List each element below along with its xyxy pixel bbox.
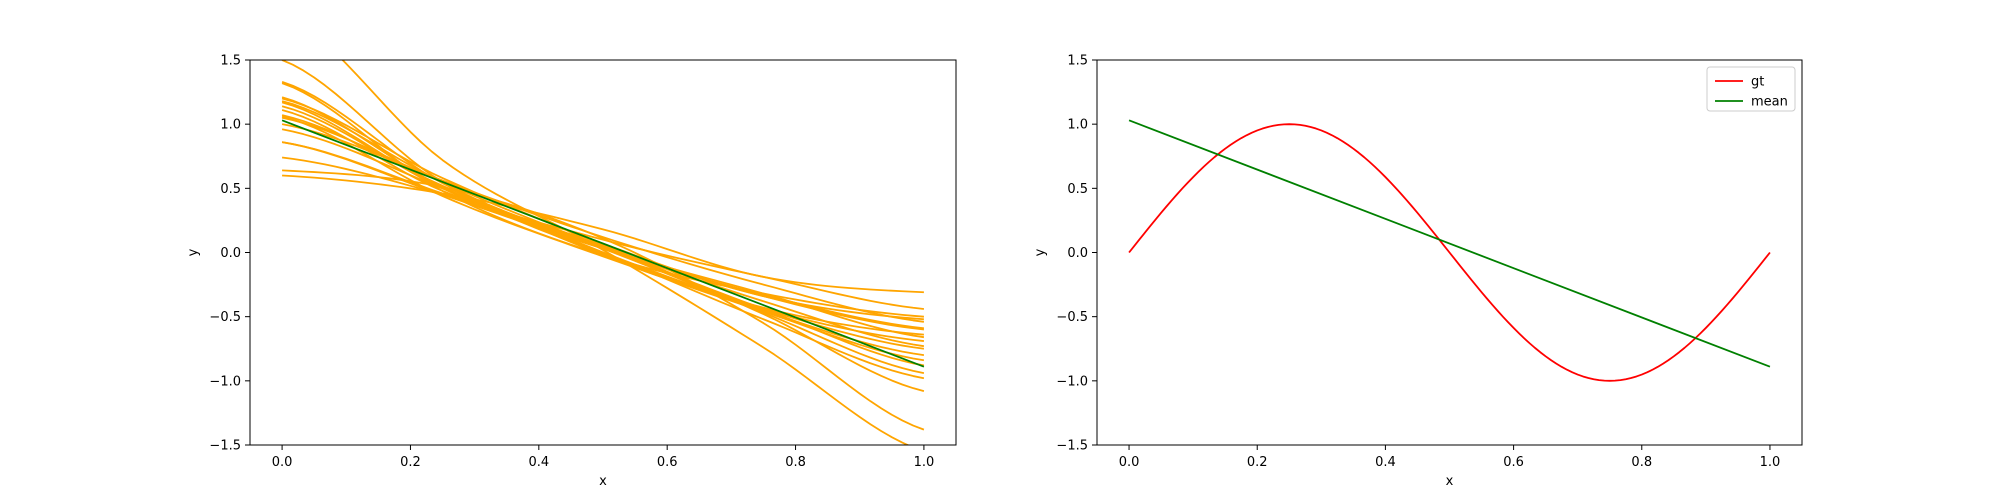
- left-x-axis-label: x: [599, 474, 607, 489]
- right-y-tick-label: 1.5: [1067, 54, 1088, 69]
- left-y-tick-label: −0.5: [209, 310, 241, 325]
- left-series-line-9: [281, 141, 925, 375]
- left-y-tick-label: 0.0: [220, 246, 241, 261]
- right-y-axis-label: y: [1033, 248, 1048, 256]
- left-x-tick-label: 0.6: [657, 455, 678, 470]
- right-x-tick-label: 1.0: [1760, 455, 1781, 470]
- left-x-tick-label: 0.0: [272, 455, 293, 470]
- right-y-tick-label: −1.5: [1056, 439, 1088, 454]
- left-x-tick-label: 0.4: [528, 455, 549, 470]
- left-y-tick-label: 1.5: [220, 54, 241, 69]
- right-x-tick-label: 0.0: [1119, 455, 1140, 470]
- legend-box: [1706, 66, 1796, 112]
- right-x-axis-label: x: [1446, 474, 1454, 489]
- left-plot-panel: 0.0 0.2 0.4 0.6 0.8 1.0 −1.5 −1.0 −0.5 0.0 0.5 1.0 1…: [186, 54, 957, 489]
- right-x-tick-label: 0.4: [1375, 455, 1396, 470]
- right-series-mean-line: [1128, 119, 1771, 368]
- left-series-line-20: [281, 119, 925, 368]
- right-series-gt-line: [1128, 123, 1771, 382]
- left-series-line-18: [281, 128, 925, 380]
- right-y-tick-label: 0.0: [1067, 246, 1088, 261]
- left-series-line-7: [281, 109, 925, 310]
- left-x-tick-label: 0.8: [785, 455, 806, 470]
- right-x-tick-label: 0.2: [1247, 455, 1268, 470]
- left-y-tick-label: 0.5: [220, 182, 241, 197]
- left-x-tick-label: 1.0: [914, 455, 935, 470]
- left-y-tick-label: −1.0: [209, 374, 241, 389]
- right-y-tick-label: −1.0: [1056, 374, 1088, 389]
- left-series-line-13: [281, 115, 925, 342]
- left-series-line-12: [281, 96, 924, 336]
- legend-entry-mean-label: mean: [1751, 95, 1788, 110]
- right-y-tick-label: −0.5: [1056, 310, 1088, 325]
- left-series-line-19: [281, 114, 925, 362]
- left-series-lines: [281, 60, 925, 445]
- left-y-tick-label: −1.5: [209, 439, 241, 454]
- left-y-tick-label: 1.0: [220, 118, 241, 133]
- left-series-line-16: [341, 60, 910, 445]
- left-series-line-15: [281, 80, 925, 339]
- legend-entry-gt-label: gt: [1751, 75, 1764, 90]
- right-x-tick-label: 0.8: [1631, 455, 1652, 470]
- right-series-lines: [1128, 119, 1771, 382]
- left-series-line-11: [282, 174, 924, 294]
- right-x-tick-label: 0.6: [1503, 455, 1524, 470]
- legend: gt mean: [1706, 66, 1796, 112]
- left-y-axis-label: y: [186, 248, 201, 256]
- left-series-line-6: [282, 169, 925, 431]
- right-y-tick-label: 1.0: [1067, 118, 1088, 133]
- left-x-tick-label: 0.2: [400, 455, 421, 470]
- right-plot-panel: 0.0 0.2 0.4 0.6 0.8 1.0 −1.5 −1.0 −0.5 0.0 0.5 1.0 1…: [1033, 54, 1803, 489]
- right-y-tick-label: 0.5: [1067, 182, 1088, 197]
